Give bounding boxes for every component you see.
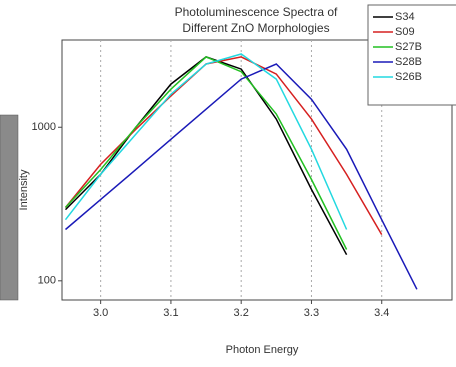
x-tick-label: 3.1 bbox=[163, 307, 178, 319]
legend-label: S09 bbox=[395, 26, 415, 38]
series-line bbox=[66, 57, 382, 235]
chart-title: Photoluminescence Spectra of bbox=[175, 5, 338, 19]
y-tick-label: 1000 bbox=[32, 121, 56, 133]
legend-label: S34 bbox=[395, 11, 415, 23]
legend-label: S28B bbox=[395, 56, 422, 68]
series-line bbox=[66, 57, 347, 250]
legend-label: S26B bbox=[395, 71, 422, 83]
x-tick-label: 3.3 bbox=[304, 307, 319, 319]
legend-label: S27B bbox=[395, 41, 422, 53]
series-line bbox=[66, 54, 347, 230]
x-tick-label: 3.2 bbox=[234, 307, 249, 319]
x-tick-label: 3.0 bbox=[93, 307, 108, 319]
series-line bbox=[66, 57, 347, 255]
chart-subtitle: Different ZnO Morphologies bbox=[182, 21, 329, 35]
x-tick-label: 3.4 bbox=[374, 307, 389, 319]
x-axis-label: Photon Energy bbox=[226, 344, 299, 356]
y-axis-label: Intensity bbox=[18, 169, 30, 210]
chart: Photoluminescence Spectra of Different Z… bbox=[0, 0, 456, 367]
y-tick-label: 100 bbox=[38, 275, 56, 287]
side-image bbox=[0, 115, 18, 300]
